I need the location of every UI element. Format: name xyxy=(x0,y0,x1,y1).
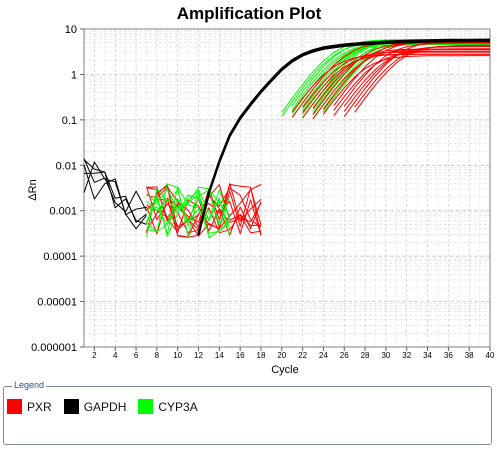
cyp3a-baseline-line xyxy=(146,191,231,239)
gapdh-baseline-line xyxy=(83,171,147,225)
legend-label-pxr: PXR xyxy=(27,399,52,414)
y-tick-label: 0.001 xyxy=(49,206,77,218)
legend-box: Legend PXR GAPDH CYP3A xyxy=(3,380,492,445)
x-tick-label: 6 xyxy=(134,351,139,360)
y-tick-label: 0.00001 xyxy=(37,297,77,309)
legend-caption: Legend xyxy=(12,380,47,390)
x-tick-label: 26 xyxy=(340,351,349,360)
y-axis-label: ΔRn xyxy=(27,179,39,200)
legend-items: PXR GAPDH CYP3A xyxy=(7,399,210,414)
x-tick-label: 10 xyxy=(173,351,182,360)
x-tick-label: 36 xyxy=(444,351,453,360)
gapdh-baseline-line xyxy=(83,164,147,216)
x-tick-label: 14 xyxy=(215,351,224,360)
x-tick-label: 2 xyxy=(92,351,97,360)
legend-item-gapdh: GAPDH xyxy=(63,399,127,414)
x-axis-label: Cycle xyxy=(271,364,299,376)
gapdh-baseline-line xyxy=(83,158,147,213)
legend-swatch-gapdh xyxy=(63,399,79,414)
x-tick-label: 8 xyxy=(155,351,160,360)
pxr-amplification-line xyxy=(333,42,490,116)
plot-area xyxy=(84,29,490,347)
legend-label-cyp3a: CYP3A xyxy=(158,399,198,414)
gapdh-amplification-line xyxy=(197,38,491,234)
pxr-amplification-line xyxy=(343,46,491,112)
pxr-amplification-line xyxy=(354,44,491,113)
x-tick-label: 4 xyxy=(113,351,118,360)
legend-item-cyp3a: CYP3A xyxy=(138,399,198,414)
cyp3a-baseline-line xyxy=(146,186,231,235)
x-tick-label: 28 xyxy=(361,351,370,360)
y-tick-label: 1 xyxy=(71,69,77,81)
pxr-amplification-line xyxy=(333,50,490,111)
plot-frame xyxy=(83,28,491,348)
pxr-baseline-line xyxy=(146,183,262,237)
grid-layer xyxy=(83,28,491,348)
x-tick-label: 18 xyxy=(257,351,266,360)
y-tick-label: 0.0001 xyxy=(43,251,77,263)
x-tick-label: 30 xyxy=(381,351,390,360)
cyp3a-baseline-line xyxy=(146,188,230,237)
x-tick-label: 38 xyxy=(465,351,474,360)
series-layer xyxy=(83,38,491,239)
cyp3a-baseline-line xyxy=(146,183,231,238)
x-tick-label: 16 xyxy=(236,351,245,360)
legend-swatch-cyp3a xyxy=(138,399,154,414)
y-tick-label: 0.000001 xyxy=(31,342,77,354)
gapdh-baseline-line xyxy=(83,161,147,230)
pxr-baseline-line xyxy=(146,186,262,234)
y-tick-label: 0.1 xyxy=(62,115,77,127)
legend-item-pxr: PXR xyxy=(7,399,52,414)
pxr-amplification-line xyxy=(312,49,490,120)
pxr-amplification-line xyxy=(323,55,490,115)
amplification-chart: Amplification Plot 10 1 0.1 0.01 0.001 0.0001… xyxy=(27,4,495,376)
x-tick-label: 22 xyxy=(298,351,307,360)
x-tick-label: 32 xyxy=(402,351,411,360)
cyp3a-baseline-line xyxy=(146,189,231,233)
x-tick-label: 24 xyxy=(319,351,328,360)
legend-swatch-pxr xyxy=(7,399,22,414)
gapdh-baseline-line xyxy=(83,159,147,223)
x-tick-label: 34 xyxy=(423,351,432,360)
y-tick-label: 0.01 xyxy=(56,160,77,172)
chart-title: Amplification Plot xyxy=(177,4,322,23)
y-tick-label: 10 xyxy=(65,24,77,36)
legend-label-gapdh: GAPDH xyxy=(83,399,127,414)
x-tick-label: 12 xyxy=(194,351,203,360)
cyp3a-baseline-line xyxy=(146,193,231,237)
x-tick-label: 20 xyxy=(277,351,286,360)
x-tick-label: 40 xyxy=(486,351,495,360)
